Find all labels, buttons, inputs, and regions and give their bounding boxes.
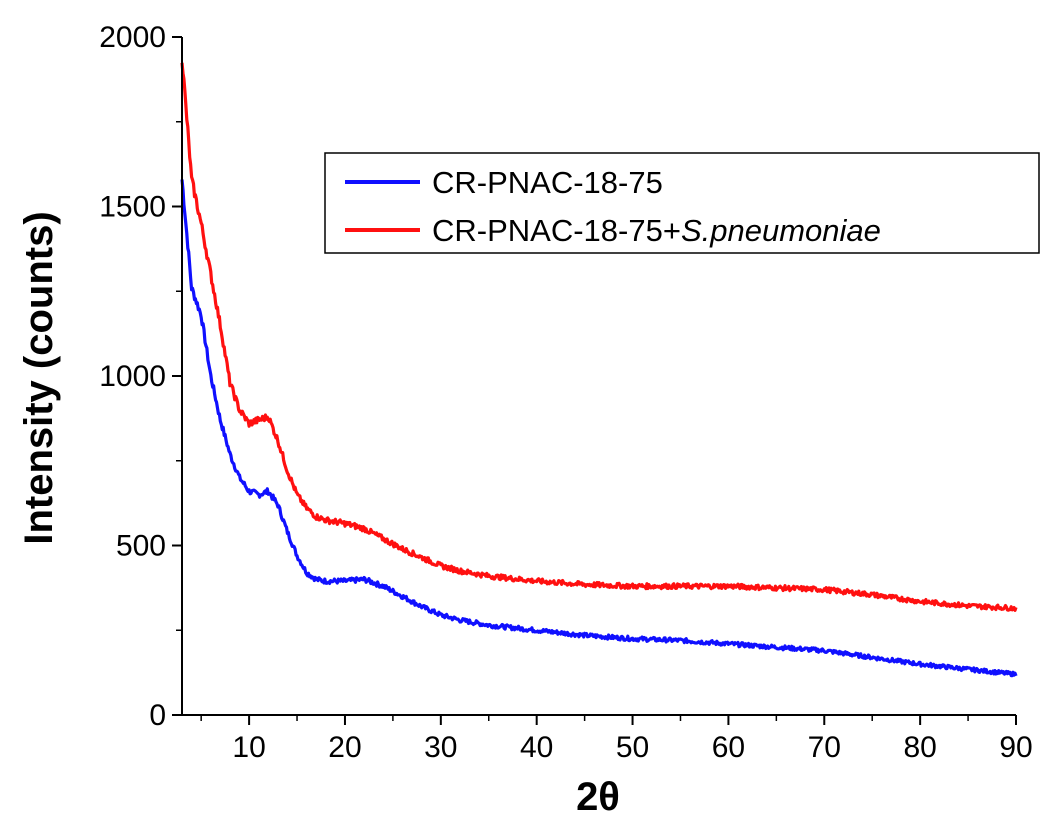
y-tick-label-500: 500: [116, 530, 166, 563]
x-tick-label-60: 60: [712, 731, 745, 764]
legend-label-series-2-main: CR-PNAC-18-75+: [432, 213, 681, 248]
legend-label-series-2: CR-PNAC-18-75+S.pneumoniae: [432, 213, 881, 248]
x-tick-label-20: 20: [328, 731, 361, 764]
axes-layer: 0 500 1000 1500 2000 10 20 30 40 50 60 70 80 90: [99, 21, 1032, 764]
x-tick-label-80: 80: [903, 731, 936, 764]
x-tick-label-10: 10: [232, 731, 265, 764]
x-tick-label-30: 30: [424, 731, 457, 764]
legend: CR-PNAC-18-75 CR-PNAC-18-75+S.pneumoniae: [324, 152, 1040, 254]
legend-label-series-2-species: S.pneumoniae: [681, 213, 881, 248]
y-tick-label-1500: 1500: [99, 191, 166, 224]
plot-layer: [180, 62, 1018, 678]
y-tick-label-1000: 1000: [99, 360, 166, 393]
series-line-1: [180, 179, 1018, 678]
x-axis-title: 2θ: [576, 775, 620, 819]
x-tick-label-40: 40: [520, 731, 553, 764]
y-tick-label-2000: 2000: [99, 21, 166, 54]
y-tick-label-0: 0: [149, 699, 166, 732]
x-tick-label-50: 50: [616, 731, 649, 764]
series-line-2: [180, 62, 1018, 612]
x-tick-label-70: 70: [808, 731, 841, 764]
y-axis-title: Intensity (counts): [17, 211, 61, 544]
legend-box: [324, 152, 1040, 254]
x-tick-label-90: 90: [999, 731, 1032, 764]
legend-label-series-1: CR-PNAC-18-75: [432, 165, 663, 200]
